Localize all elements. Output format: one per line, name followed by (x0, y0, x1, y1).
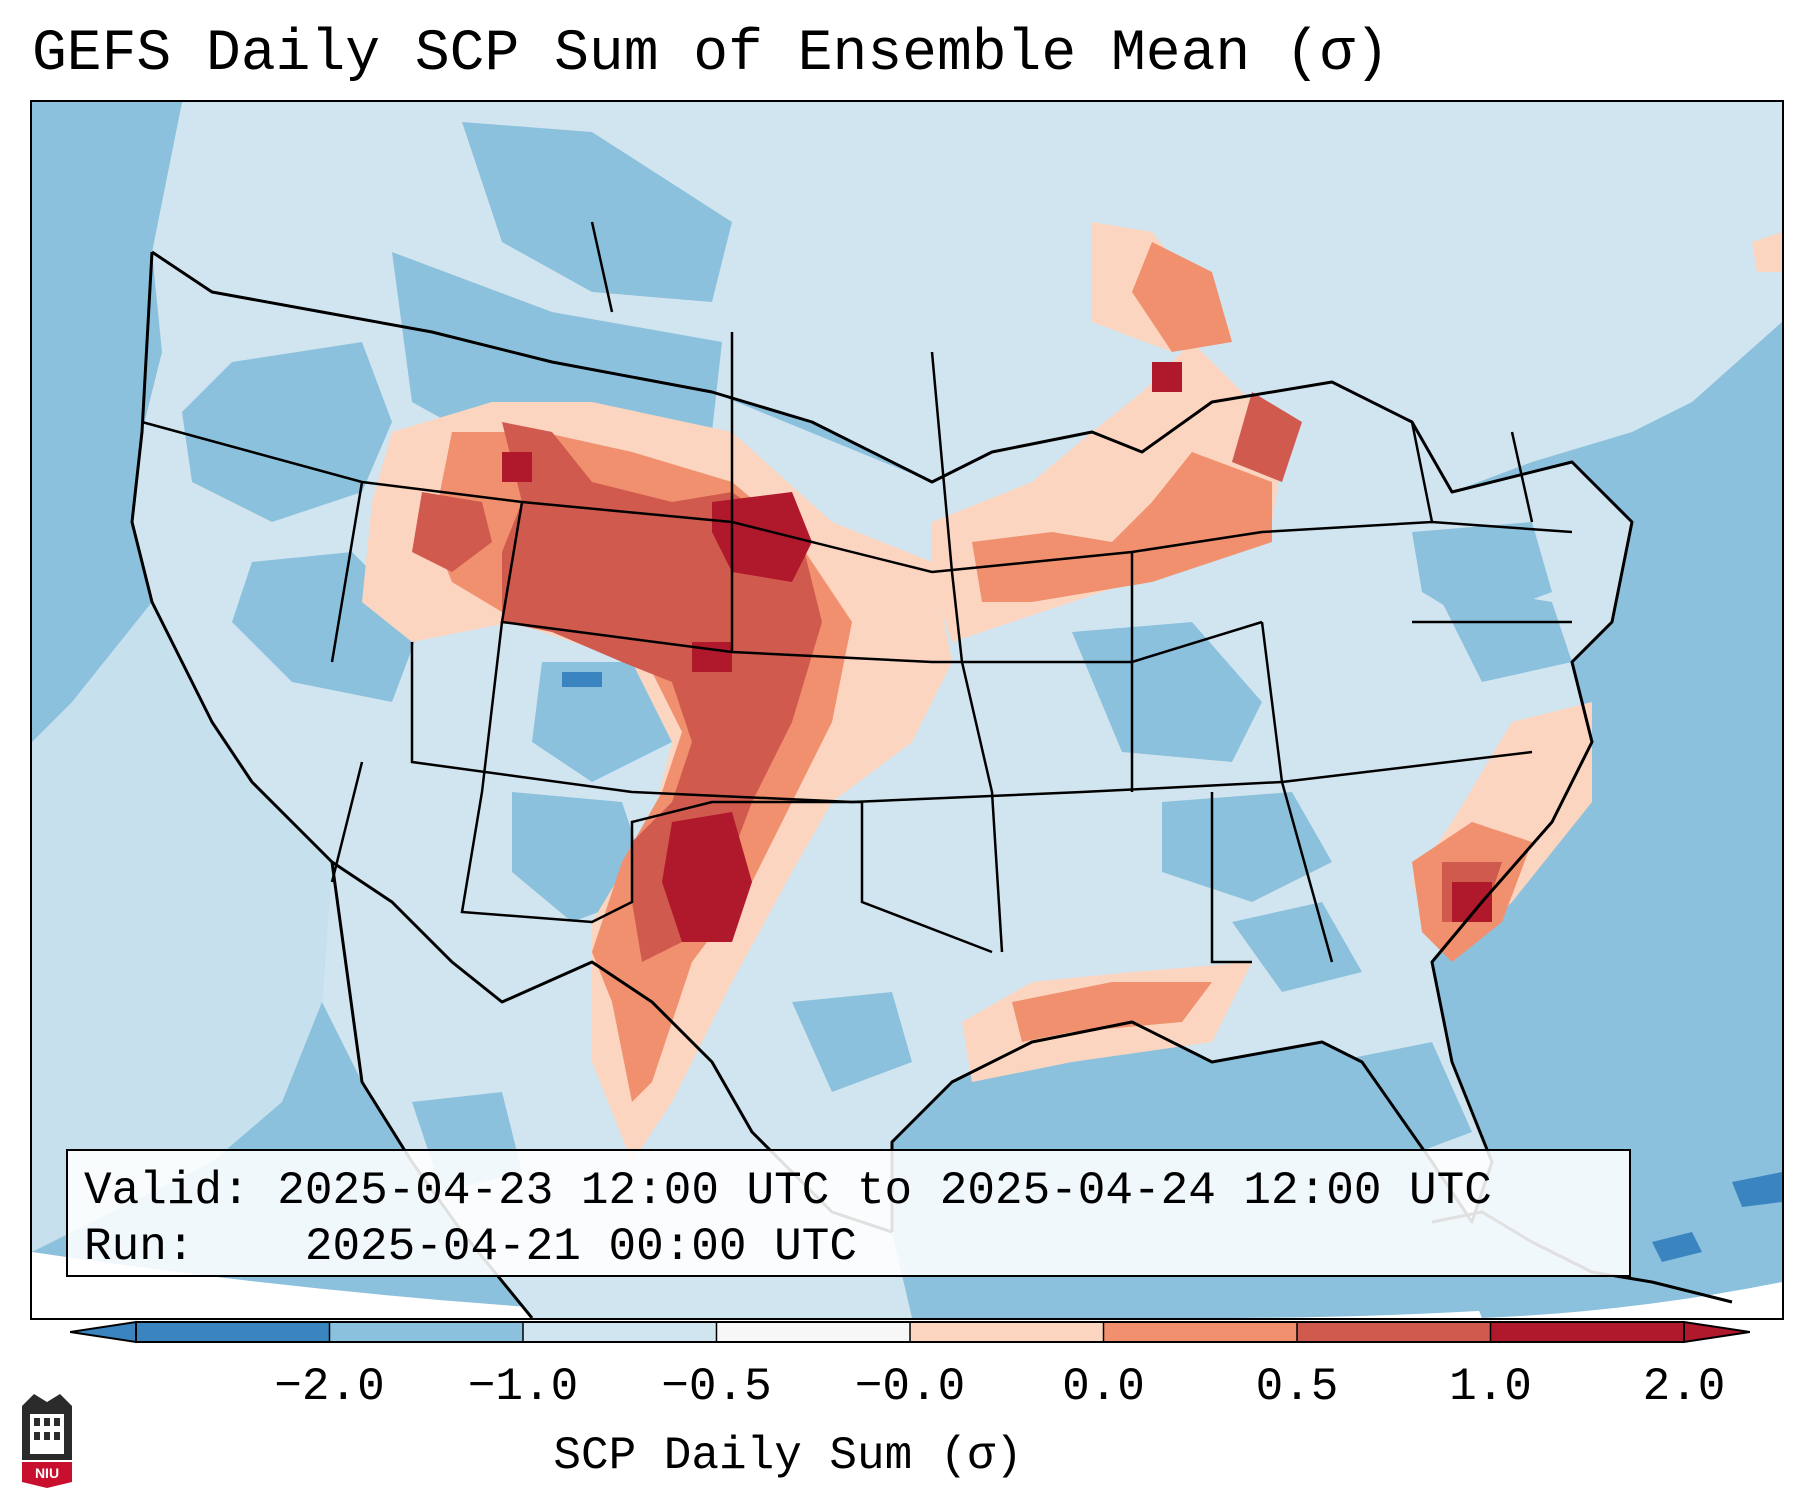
below-normal-patches (182, 122, 1572, 1192)
colorbar-tick-label: −1.0 (467, 1361, 579, 1413)
colorbar-tick-label: −2.0 (274, 1361, 385, 1413)
strong-negative-spot-2 (1652, 1232, 1702, 1262)
colorbar-segment (1490, 1322, 1685, 1342)
colorbar-outline (135, 1321, 1685, 1343)
map-panel[interactable] (30, 100, 1784, 1320)
pacific-dark-swath (32, 102, 182, 742)
colorbar-tick-label: 0.5 (1255, 1361, 1339, 1413)
run-line: Run: 2025-04-21 00:00 UTC (84, 1219, 1629, 1275)
projection-edge (32, 1252, 1232, 1318)
university-seal-icon: NIU (22, 1394, 72, 1488)
run-label: Run: (84, 1221, 195, 1273)
colorbar-tick-label: −0.0 (854, 1361, 966, 1413)
projection-edge-right (1232, 1282, 1782, 1318)
state-borders (141, 221, 1573, 964)
colorbar-tick-label: −0.5 (661, 1361, 772, 1413)
colorbar-extend-min (70, 1320, 137, 1344)
colorbar-segment (1103, 1322, 1298, 1342)
validity-info-box: Valid: 2025-04-23 12:00 UTC to 2025-04-2… (66, 1149, 1631, 1277)
colorbar-segment (329, 1322, 524, 1342)
page-title: GEFS Daily SCP Sum of Ensemble Mean (σ) (32, 22, 1390, 87)
colorbar-segment (716, 1322, 911, 1342)
above-normal-extreme (502, 362, 1492, 942)
pacific-light-swath (32, 602, 332, 1252)
colorbar (70, 1320, 1750, 1344)
colorbar-tick-label: 0.0 (1062, 1361, 1145, 1413)
colorbar-label: SCP Daily Sum (σ) (553, 1430, 1023, 1482)
map-canvas (32, 102, 1782, 1318)
logo-text: NIU (35, 1465, 59, 1481)
colorbar-segment (1297, 1322, 1491, 1342)
run-value: 2025-04-21 00:00 UTC (304, 1221, 857, 1273)
valid-label: Valid: (84, 1165, 250, 1217)
colorbar-tick-label: 2.0 (1642, 1361, 1726, 1413)
colorbar-segment (136, 1322, 330, 1342)
colorbar-segment (523, 1322, 717, 1342)
valid-value: 2025-04-23 12:00 UTC to 2025-04-24 12:00… (277, 1165, 1492, 1217)
colorbar-extend-max (1683, 1320, 1750, 1344)
valid-line: Valid: 2025-04-23 12:00 UTC to 2025-04-2… (84, 1163, 1629, 1219)
strong-negative-spot-3 (1732, 1172, 1782, 1207)
colorbar-segment (910, 1322, 1104, 1342)
strong-negative-spot (562, 672, 602, 687)
colorbar-tick-label: 1.0 (1449, 1361, 1532, 1413)
